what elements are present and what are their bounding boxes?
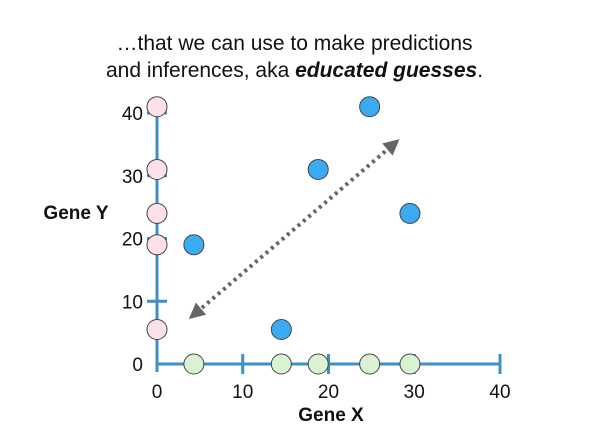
y-projection-point	[146, 234, 168, 256]
x-projection-point	[307, 353, 329, 375]
y-tick-label: 10	[122, 292, 143, 313]
x-axis-title: Gene X	[298, 405, 364, 426]
y-tick-label: 0	[132, 355, 143, 376]
x-projection-point	[399, 353, 421, 375]
trend-arrow	[188, 139, 400, 320]
sample-point	[270, 318, 292, 340]
y-axis-title: Gene Y	[43, 203, 108, 224]
x-projection-point	[183, 353, 205, 375]
x-tick-label: 20	[318, 382, 339, 403]
y-projection-point	[146, 202, 168, 224]
y-projection-point	[146, 318, 168, 340]
x-tick-label: 30	[404, 382, 425, 403]
sample-point	[307, 158, 329, 180]
x-tick-label: 40	[489, 382, 510, 403]
caption: …that we can use to make predictions and…	[0, 30, 589, 84]
caption-emphasis: educated guesses	[295, 59, 478, 82]
x-projection-point	[270, 353, 292, 375]
sample-point	[359, 96, 381, 118]
caption-line-2-suffix: .	[477, 59, 484, 82]
caption-line-2: and inferences, aka educated guesses.	[0, 57, 589, 84]
sample-point	[399, 202, 421, 224]
sample-point	[183, 234, 205, 256]
x-tick-label: 0	[152, 382, 163, 403]
x-tick-label: 10	[232, 382, 253, 403]
y-tick-label: 30	[122, 167, 143, 188]
y-tick-label: 20	[122, 230, 143, 251]
caption-line-2-prefix: and inferences, aka	[105, 59, 296, 82]
y-tick-label: 40	[122, 104, 143, 125]
y-projection-point	[146, 158, 168, 180]
x-projection-point	[359, 353, 381, 375]
caption-line-1: …that we can use to make predictions	[116, 32, 473, 55]
y-projection-point	[146, 96, 168, 118]
